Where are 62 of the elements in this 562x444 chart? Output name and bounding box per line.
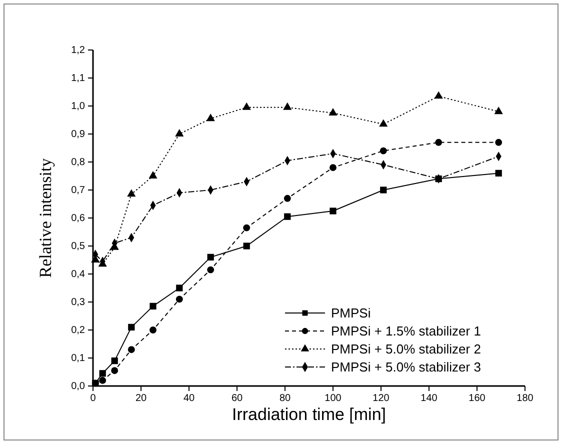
point <box>330 208 336 214</box>
y-tick-label: 0,2 <box>71 325 86 336</box>
point <box>330 164 336 172</box>
point <box>207 266 214 274</box>
x-tick-label: 60 <box>231 393 243 404</box>
point <box>380 186 387 194</box>
y-tick-label: 0,9 <box>71 129 86 140</box>
point <box>495 170 502 177</box>
point <box>111 357 118 364</box>
point <box>284 194 291 202</box>
x-tick-label: 180 <box>516 393 534 404</box>
point <box>284 213 291 220</box>
point <box>175 129 184 136</box>
y-tick-label: 0,4 <box>71 269 86 280</box>
point <box>242 102 251 110</box>
y-tick-label: 0,6 <box>71 213 86 224</box>
legend-label: PMPSi <box>331 306 371 321</box>
point <box>494 106 503 114</box>
point <box>128 324 135 331</box>
y-tick-label: 1,1 <box>71 73 86 84</box>
y-tick-label: 1,0 <box>71 101 86 112</box>
x-tick-label: 100 <box>324 393 342 404</box>
point <box>150 326 156 334</box>
point <box>128 346 135 354</box>
x-tick-label: 0 <box>90 393 96 404</box>
point <box>379 119 388 127</box>
point <box>283 102 292 110</box>
point <box>206 114 215 122</box>
y-tick-label: 1,2 <box>71 45 86 56</box>
legend-label: PMPSi + 5.0% stabilizer 3 <box>331 360 481 375</box>
x-tick-label: 20 <box>135 393 147 404</box>
x-tick-label: 160 <box>468 393 486 404</box>
point <box>380 147 387 154</box>
point <box>243 242 250 250</box>
point <box>176 284 183 292</box>
point <box>127 189 136 197</box>
point <box>495 138 502 146</box>
x-axis-title: Irradiation time [min] <box>232 405 386 424</box>
point <box>434 91 443 99</box>
y-tick-label: 0,8 <box>71 157 86 168</box>
point <box>207 254 214 261</box>
y-tick-label: 0,7 <box>71 185 86 196</box>
x-tick-label: 120 <box>372 393 390 404</box>
point <box>99 376 106 384</box>
point <box>435 138 442 146</box>
x-tick-label: 140 <box>420 393 438 404</box>
y-tick-label: 0,1 <box>71 353 86 364</box>
point <box>328 108 338 116</box>
x-tick-label: 80 <box>279 393 291 404</box>
point <box>150 302 156 310</box>
point <box>243 224 250 232</box>
point <box>111 367 118 374</box>
point <box>99 370 106 377</box>
point <box>176 296 183 303</box>
y-tick-label: 0,3 <box>71 297 86 308</box>
x-tick-label: 40 <box>183 393 195 404</box>
point <box>148 171 158 178</box>
y-tick-label: 0,5 <box>71 241 86 252</box>
y-tick-label: 0,0 <box>71 381 86 392</box>
legend-label: PMPSi + 5.0% stabilizer 2 <box>331 342 481 357</box>
legend-label: PMPSi + 1.5% stabilizer 1 <box>331 324 481 339</box>
y-axis-title: Relative intensity <box>36 158 55 278</box>
